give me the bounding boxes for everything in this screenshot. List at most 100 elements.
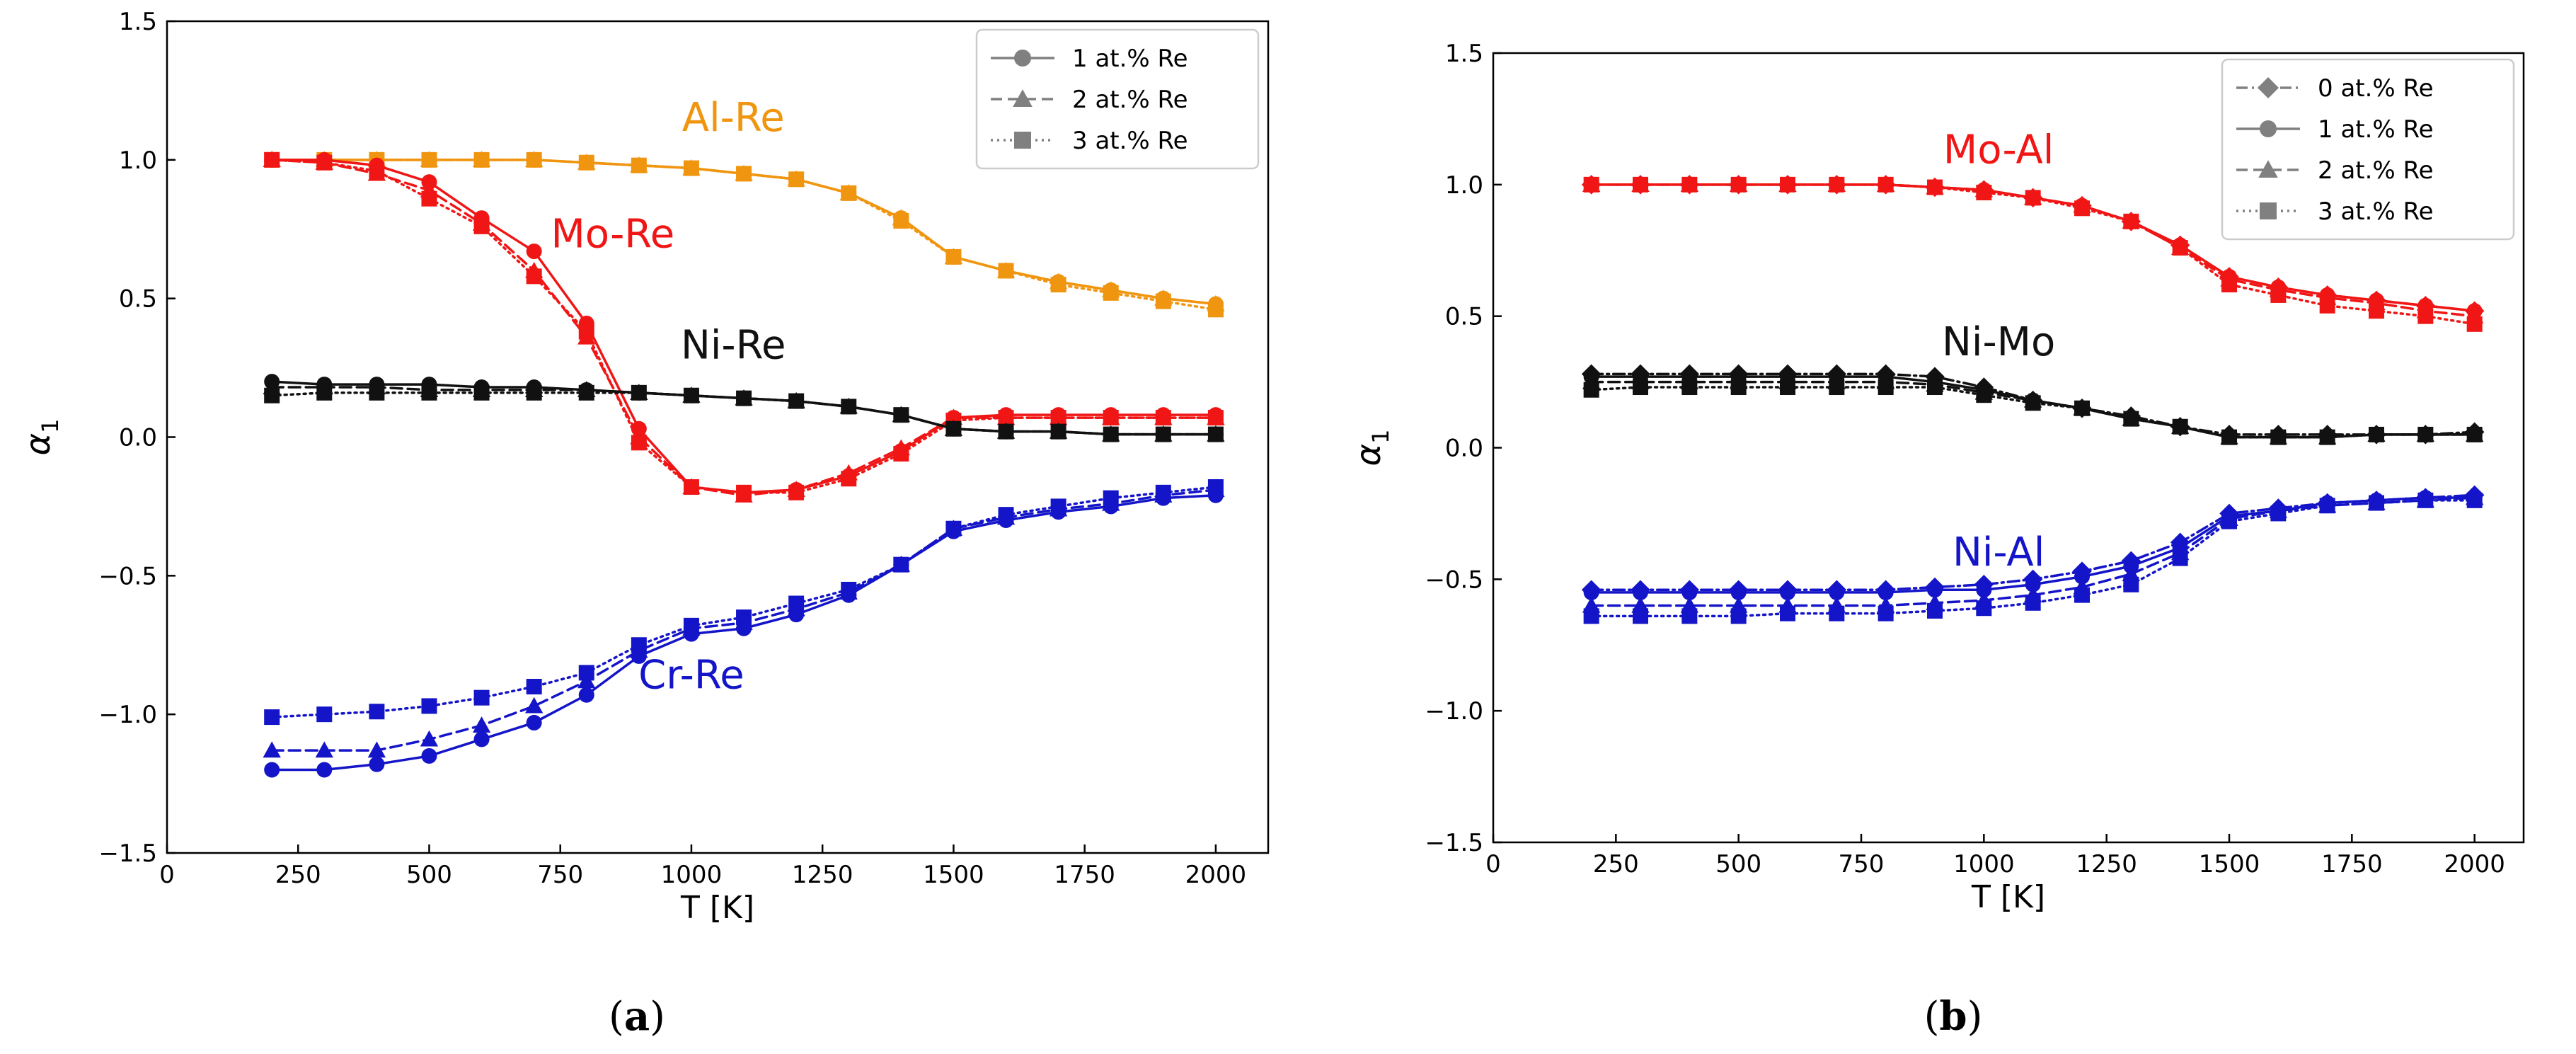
- series-label: Ni-Mo: [1942, 319, 2055, 365]
- data-point: [421, 151, 437, 168]
- data-point: [893, 407, 909, 423]
- data-point: [369, 384, 385, 401]
- data-point: [1730, 584, 1747, 600]
- data-point: [893, 213, 909, 229]
- x-axis-label: T [K]: [1971, 879, 2045, 915]
- data-point: [945, 420, 962, 437]
- legend-marker: [2258, 160, 2278, 178]
- data-point: [683, 617, 699, 634]
- data-point: [2417, 426, 2434, 442]
- series-label: Mo-Al: [1943, 127, 2054, 173]
- x-tick-label: 1000: [1953, 850, 2015, 878]
- data-point: [264, 709, 280, 726]
- y-tick-label: −1.5: [1425, 829, 1483, 857]
- data-point: [736, 484, 752, 500]
- legend: 1 at.% Re 2 at.% Re 3 at.% Re: [975, 28, 1260, 170]
- data-point: [1633, 608, 1648, 624]
- data-point: [578, 384, 594, 401]
- data-point: [2369, 303, 2384, 319]
- x-tick-label: 2000: [2444, 850, 2505, 878]
- x-tick-label: 250: [1593, 850, 1639, 878]
- data-point: [316, 384, 333, 401]
- x-tick-label: 1750: [1054, 861, 1115, 889]
- x-tick-label: 750: [537, 861, 583, 889]
- data-point: [1976, 582, 1992, 598]
- x-tick-label: 1750: [2321, 850, 2383, 878]
- data-point: [998, 263, 1014, 279]
- data-point: [2025, 190, 2041, 206]
- legend-marker: [2258, 77, 2279, 98]
- data-point: [421, 384, 437, 401]
- data-point: [473, 151, 490, 168]
- data-point: [1878, 176, 1894, 193]
- data-point: [421, 698, 437, 714]
- data-point: [1633, 379, 1648, 396]
- y-tick-label: −0.5: [1425, 566, 1483, 594]
- data-point: [2172, 418, 2188, 435]
- data-point: [1780, 176, 1795, 193]
- series-group-ni-re: Ni-Re: [263, 322, 1225, 442]
- x-tick-label: 1000: [661, 861, 723, 889]
- legend-box: [975, 28, 1260, 170]
- data-point: [1050, 277, 1066, 293]
- data-point: [1103, 410, 1119, 426]
- data-point: [2025, 595, 2041, 611]
- y-tick-label: 1.5: [1445, 40, 1483, 68]
- y-tick-label: −1.0: [98, 701, 157, 729]
- y-tick-label: −0.5: [98, 562, 157, 590]
- y-tick-label: 0.0: [1445, 435, 1483, 463]
- data-point: [945, 520, 962, 537]
- data-point: [1927, 582, 1943, 598]
- data-point: [1730, 176, 1747, 193]
- series-group-mo-re: Mo-Re: [263, 151, 1225, 503]
- x-axis-label: T [K]: [680, 890, 754, 926]
- y-axis-label: α1: [18, 419, 64, 456]
- data-point: [369, 756, 385, 772]
- x-tick-label: 1250: [792, 861, 853, 889]
- data-point: [998, 423, 1014, 440]
- data-point: [1681, 176, 1698, 193]
- data-point: [264, 151, 280, 168]
- data-point: [788, 484, 805, 500]
- data-point: [1681, 608, 1698, 624]
- y-tick-label: 0.0: [119, 424, 157, 452]
- data-point: [945, 248, 962, 265]
- series-group-mo-al: Mo-Al: [1581, 127, 2485, 332]
- data-point: [2417, 308, 2434, 324]
- data-point: [2417, 492, 2434, 508]
- x-tick-label: 250: [275, 861, 321, 889]
- chart-panel-b: 0 250 500 750 1000 1250 1500 1750 2000 −1.5 −1.0 −0…: [1349, 40, 2525, 1040]
- data-point: [2074, 400, 2090, 416]
- data-point: [2319, 429, 2335, 445]
- data-point: [473, 218, 490, 234]
- data-point: [1633, 176, 1648, 193]
- x-tick-label: 500: [406, 861, 452, 889]
- data-point: [2172, 550, 2188, 566]
- legend-marker: [2260, 120, 2277, 137]
- x-tick-label: 500: [1715, 850, 1761, 878]
- legend-marker: [1014, 50, 1031, 67]
- data-point: [1583, 176, 1599, 193]
- data-point: [1583, 584, 1599, 600]
- data-point: [736, 166, 752, 182]
- data-point: [1976, 600, 1992, 617]
- data-point: [1780, 379, 1795, 396]
- data-point: [1878, 605, 1894, 621]
- data-point: [736, 390, 752, 406]
- y-tick-label: 1.0: [119, 147, 157, 175]
- series-label: Al-Re: [682, 95, 785, 141]
- data-point: [1207, 479, 1224, 495]
- data-point: [683, 479, 699, 495]
- y-tick-label: 1.0: [1445, 171, 1483, 200]
- data-point: [525, 697, 544, 714]
- data-point: [316, 154, 333, 171]
- data-point: [1829, 584, 1845, 600]
- data-point: [578, 154, 594, 171]
- data-point: [316, 762, 333, 778]
- data-point: [1050, 423, 1066, 440]
- data-point: [2270, 429, 2287, 445]
- data-point: [526, 384, 542, 401]
- data-point: [841, 471, 857, 487]
- data-point: [788, 393, 805, 409]
- data-point: [1155, 484, 1171, 500]
